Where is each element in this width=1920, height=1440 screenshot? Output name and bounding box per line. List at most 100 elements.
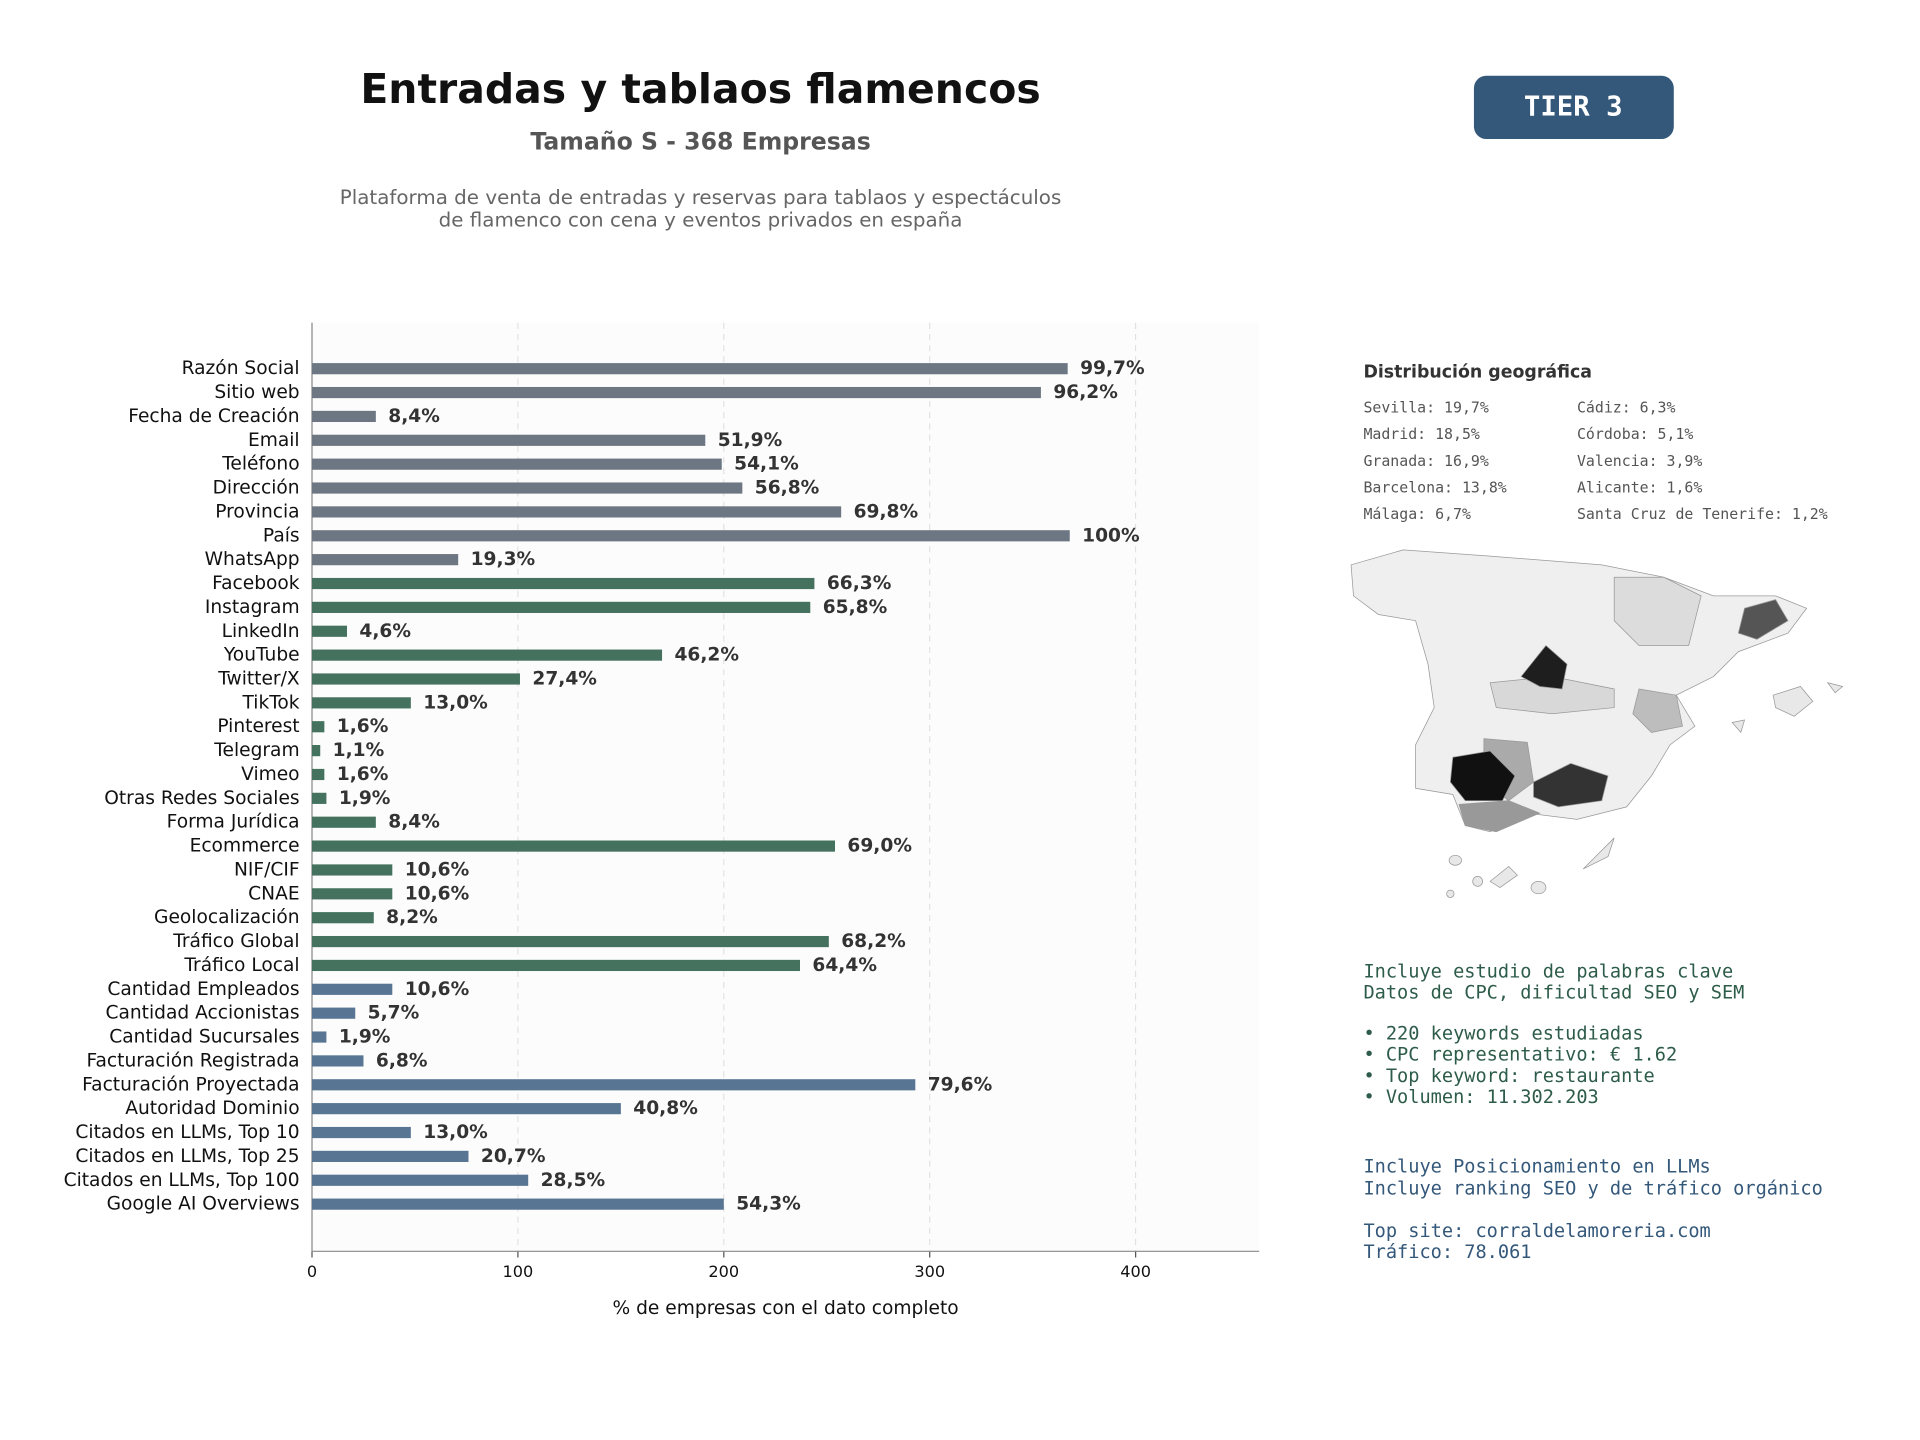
map-island <box>1731 719 1746 734</box>
value-label: 1,6% <box>337 716 389 737</box>
geo-item: Málaga: 6,7% <box>1363 505 1471 523</box>
y-tick-label: Citados en LLMs, Top 10 <box>75 1122 299 1143</box>
bar <box>312 840 836 852</box>
value-label: 99,7% <box>1080 358 1145 379</box>
map-region <box>1632 688 1683 733</box>
y-tick-label: TikTok <box>241 692 299 713</box>
llm-line: Incluye ranking SEO y de tráfico orgánic… <box>1363 1179 1822 1200</box>
value-label: 1,6% <box>337 764 389 785</box>
llm-line: Incluye Posicionamiento en LLMs <box>1363 1156 1710 1177</box>
y-tick-label: NIF/CIF <box>234 859 300 880</box>
y-tick-label: Fecha de Creación <box>128 406 299 427</box>
bar <box>312 816 376 828</box>
value-label: 51,9% <box>718 430 783 451</box>
seo-line: • Volumen: 11.302.203 <box>1363 1087 1598 1108</box>
bar <box>312 1174 529 1186</box>
bar <box>312 864 393 876</box>
y-tick-label: Facebook <box>212 573 300 594</box>
bar <box>312 434 706 446</box>
value-label: 10,6% <box>405 979 470 1000</box>
y-tick-label: Razón Social <box>182 358 300 379</box>
geo-item: Madrid: 18,5% <box>1363 425 1479 443</box>
value-label: 4,6% <box>359 621 411 642</box>
y-tick-label: Google AI Overviews <box>107 1194 300 1215</box>
value-label: 69,0% <box>847 836 912 857</box>
bar <box>312 768 325 781</box>
seo-line: Incluye estudio de palabras clave <box>1363 961 1733 982</box>
y-tick-label: Provincia <box>215 501 299 522</box>
bar <box>312 1055 364 1067</box>
y-tick-label: Email <box>248 430 300 451</box>
value-label: 5,7% <box>368 1003 420 1024</box>
bar <box>312 649 663 661</box>
value-label: 13,0% <box>423 692 488 713</box>
y-tick-label: Forma Jurídica <box>167 812 300 833</box>
plot-area <box>312 322 1260 1252</box>
value-label: 8,4% <box>388 406 440 427</box>
bar <box>312 912 374 924</box>
y-tick-label: CNAE <box>248 883 299 904</box>
badge-text: TIER 3 <box>1524 91 1623 122</box>
y-tick-label: Cantidad Sucursales <box>109 1027 299 1048</box>
chart-subtitle: Tamaño S - 368 Empresas <box>530 127 870 155</box>
y-tick-label: Pinterest <box>217 716 299 737</box>
value-label: 65,8% <box>823 597 888 618</box>
value-label: 64,4% <box>812 955 877 976</box>
y-tick-label: Tráfico Local <box>183 955 299 976</box>
map-island <box>1582 837 1615 870</box>
value-label: 69,8% <box>854 501 919 522</box>
seo-line: • 220 keywords estudiadas <box>1363 1024 1643 1045</box>
bar <box>312 386 1041 399</box>
y-tick-label: Ecommerce <box>190 836 300 857</box>
map-island <box>1472 876 1483 887</box>
bar <box>312 506 842 518</box>
value-label: 66,3% <box>827 573 892 594</box>
chart-title: Entradas y tablaos flamencos <box>360 65 1040 113</box>
x-tick-label: 100 <box>503 1262 534 1281</box>
value-label: 46,2% <box>674 645 739 666</box>
value-label: 28,5% <box>541 1170 606 1191</box>
bar <box>312 959 800 972</box>
value-label: 96,2% <box>1053 382 1118 403</box>
y-tick-label: Tráfico Global <box>172 931 299 952</box>
y-tick-label: Citados en LLMs, Top 100 <box>64 1170 300 1191</box>
value-label: 100% <box>1082 525 1140 546</box>
bar <box>312 1103 621 1115</box>
y-tick-label: Twitter/X <box>217 668 300 689</box>
bar <box>312 935 829 948</box>
value-label: 27,4% <box>532 668 597 689</box>
y-tick-label: Facturación Registrada <box>87 1050 300 1071</box>
y-tick-label: WhatsApp <box>205 549 300 570</box>
y-tick-label: YouTube <box>223 645 300 666</box>
llm-line: Tráfico: 78.061 <box>1363 1242 1531 1263</box>
y-tick-label: Autoridad Dominio <box>125 1098 299 1119</box>
y-tick-label: LinkedIn <box>222 621 300 642</box>
y-tick-label: Telegram <box>213 740 299 761</box>
map-region <box>1533 763 1609 808</box>
bar <box>312 983 393 995</box>
value-label: 1,9% <box>339 788 391 809</box>
map-island <box>1448 854 1462 866</box>
bar <box>312 601 811 613</box>
geo-item: Granada: 16,9% <box>1363 452 1488 470</box>
seo-line: Datos de CPC, dificultad SEO y SEM <box>1363 983 1744 1004</box>
map-region <box>1737 599 1789 640</box>
bar <box>312 792 327 804</box>
bar <box>312 1126 411 1139</box>
y-tick-label: Sitio web <box>214 382 299 403</box>
geo-item: Barcelona: 13,8% <box>1363 478 1506 496</box>
x-tick-label: 400 <box>1120 1262 1151 1281</box>
x-tick-label: 200 <box>708 1262 739 1281</box>
y-tick-label: Citados en LLMs, Top 25 <box>75 1146 299 1167</box>
y-tick-label: Teléfono <box>221 454 299 475</box>
y-tick-label: Facturación Proyectada <box>82 1074 299 1095</box>
bar <box>312 1150 469 1162</box>
bar <box>312 745 321 757</box>
geo-item: Alicante: 1,6% <box>1577 478 1702 496</box>
llm-line: Top site: corraldelamoreria.com <box>1363 1221 1710 1242</box>
map-island <box>1772 686 1814 717</box>
y-tick-label: Geolocalización <box>154 907 300 928</box>
value-label: 79,6% <box>928 1074 993 1095</box>
bar <box>312 530 1070 542</box>
